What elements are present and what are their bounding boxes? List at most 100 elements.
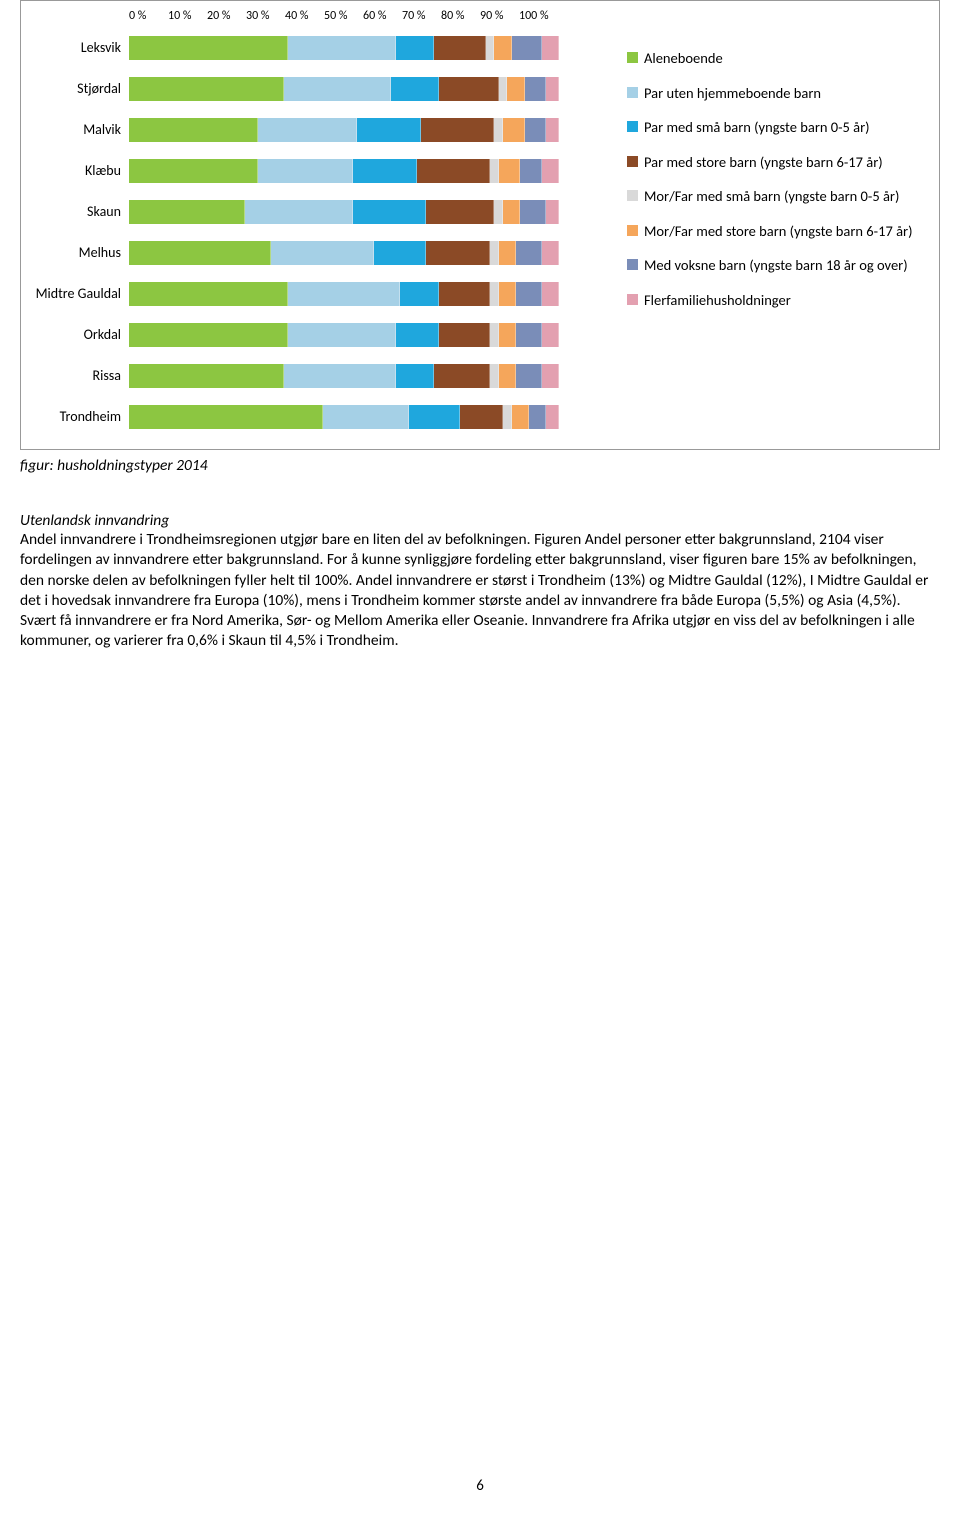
category-label: Rissa	[29, 367, 129, 384]
bar-segment	[499, 323, 516, 347]
bar-segment	[396, 323, 439, 347]
bar-segment	[542, 36, 559, 60]
category-label: Trondheim	[29, 408, 129, 425]
bar-segment	[546, 405, 559, 429]
x-tick-label: 100 %	[519, 9, 558, 23]
bar-segment	[490, 364, 499, 388]
bar-segment	[529, 405, 546, 429]
bar-segment	[426, 241, 491, 265]
bar-segment	[494, 200, 503, 224]
bar-segment	[499, 241, 516, 265]
page-number: 6	[0, 1477, 960, 1495]
bar-segment	[490, 323, 499, 347]
bar-segment	[546, 200, 559, 224]
bar-segment	[546, 118, 559, 142]
legend-swatch	[627, 87, 638, 98]
legend-label: Flerfamiliehusholdninger	[644, 291, 791, 310]
legend-item: Mor/Far med små barn (yngste barn 0-5 år…	[627, 187, 931, 206]
category-label: Skaun	[29, 203, 129, 220]
category-label: Orkdal	[29, 326, 129, 343]
legend-swatch	[627, 225, 638, 236]
bar-segment	[503, 118, 525, 142]
bar-segment	[542, 159, 559, 183]
x-axis: 0 %10 %20 %30 %40 %50 %60 %70 %80 %90 %1…	[129, 9, 609, 23]
bar-segment	[258, 118, 357, 142]
bar-segment	[409, 405, 461, 429]
bar-segment	[460, 405, 503, 429]
legend-label: Aleneboende	[644, 49, 723, 68]
legend-label: Mor/Far med små barn (yngste barn 0-5 år…	[644, 187, 899, 206]
chart-wrap: 0 %10 %20 %30 %40 %50 %60 %70 %80 %90 %1…	[29, 9, 931, 437]
bar-segment	[129, 118, 258, 142]
bar-track	[129, 36, 559, 60]
x-tick-label: 60 %	[363, 9, 402, 23]
bar-segment	[421, 118, 494, 142]
category-label: Stjørdal	[29, 80, 129, 97]
x-tick-label: 20 %	[207, 9, 246, 23]
bar-track	[129, 159, 559, 183]
bar-segment	[129, 364, 284, 388]
bar-segment	[516, 323, 542, 347]
bar-segment	[503, 405, 512, 429]
legend-label: Par med store barn (yngste barn 6-17 år)	[644, 153, 883, 172]
bar-segment	[129, 323, 288, 347]
legend-swatch	[627, 190, 638, 201]
chart-plot-area: 0 %10 %20 %30 %40 %50 %60 %70 %80 %90 %1…	[29, 9, 609, 437]
chart-container: 0 %10 %20 %30 %40 %50 %60 %70 %80 %90 %1…	[20, 0, 940, 450]
bar-segment	[490, 282, 499, 306]
bar-segment	[396, 364, 435, 388]
legend-swatch	[627, 52, 638, 63]
bar-segment	[284, 364, 396, 388]
bar-segment	[129, 241, 271, 265]
bar-segment	[439, 323, 491, 347]
bar-row: Orkdal	[29, 314, 609, 355]
bar-row: Rissa	[29, 355, 609, 396]
x-tick-label: 80 %	[441, 9, 480, 23]
bar-segment	[417, 159, 490, 183]
bar-segment	[503, 200, 520, 224]
x-tick-label: 10 %	[168, 9, 207, 23]
legend-item: Aleneboende	[627, 49, 931, 68]
bar-segment	[542, 282, 559, 306]
legend-swatch	[627, 156, 638, 167]
bar-segment	[391, 77, 438, 101]
x-tick-label: 70 %	[402, 9, 441, 23]
bar-segment	[512, 36, 542, 60]
bar-segment	[490, 241, 499, 265]
bar-segment	[516, 282, 542, 306]
bar-segment	[353, 159, 418, 183]
bar-segment	[499, 364, 516, 388]
legend-swatch	[627, 121, 638, 132]
bar-track	[129, 323, 559, 347]
bar-track	[129, 77, 559, 101]
bar-segment	[288, 36, 396, 60]
bar-segment	[542, 364, 559, 388]
category-label: Malvik	[29, 121, 129, 138]
bar-segment	[439, 282, 491, 306]
category-label: Klæbu	[29, 162, 129, 179]
bar-segment	[499, 282, 516, 306]
bar-segment	[353, 200, 426, 224]
bar-segment	[512, 405, 529, 429]
bar-segment	[288, 282, 400, 306]
bar-row: Malvik	[29, 109, 609, 150]
bar-segment	[396, 36, 435, 60]
legend-item: Par med store barn (yngste barn 6-17 år)	[627, 153, 931, 172]
bar-segment	[129, 200, 245, 224]
bar-segment	[542, 241, 559, 265]
x-tick-label: 0 %	[129, 9, 168, 23]
legend-item: Flerfamiliehusholdninger	[627, 291, 931, 310]
legend-label: Par med små barn (yngste barn 0-5 år)	[644, 118, 870, 137]
bar-segment	[426, 200, 495, 224]
bar-segment	[271, 241, 374, 265]
legend-item: Med voksne barn (yngste barn 18 år og ov…	[627, 256, 931, 275]
bar-track	[129, 118, 559, 142]
bar-track	[129, 200, 559, 224]
category-label: Melhus	[29, 244, 129, 261]
bar-segment	[525, 77, 547, 101]
figure-caption: figur: husholdningstyper 2014	[20, 456, 940, 475]
bar-track	[129, 364, 559, 388]
bar-segment	[258, 159, 353, 183]
bar-segment	[486, 36, 495, 60]
bar-segment	[516, 364, 542, 388]
